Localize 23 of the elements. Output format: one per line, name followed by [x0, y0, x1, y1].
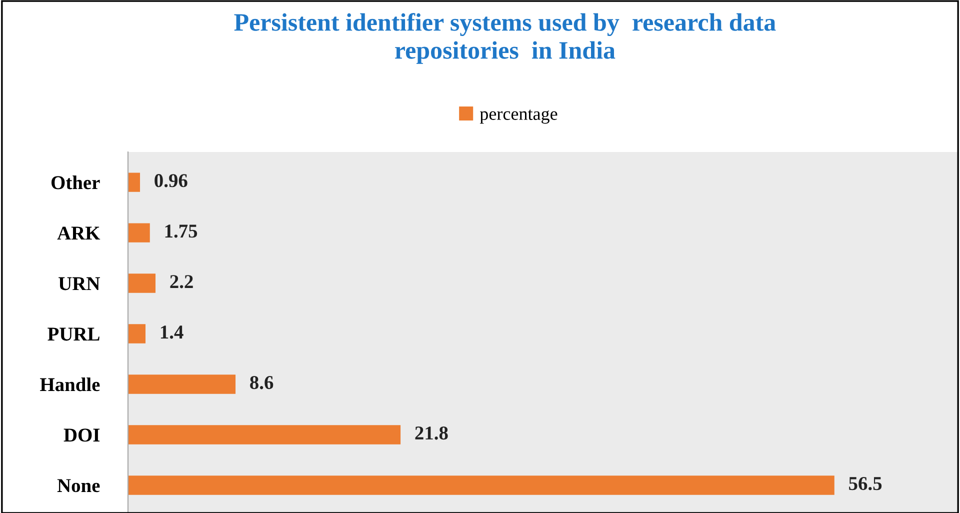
bar — [128, 223, 150, 242]
data-label: 1.4 — [160, 326, 184, 339]
y-tick-label: Other — [52, 176, 100, 190]
bar — [128, 425, 401, 444]
data-label: 56.5 — [849, 477, 882, 490]
data-label: 0.96 — [154, 174, 188, 188]
data-label: 2.2 — [170, 275, 193, 288]
y-tick-label: DOI — [64, 428, 100, 442]
bar — [128, 374, 236, 394]
bar — [128, 172, 140, 192]
legend-label: percentage — [480, 110, 558, 124]
bar — [128, 324, 146, 344]
chart-title: Persistent identifier systems used by research data repositories in India — [234, 13, 776, 64]
y-tick-label: PURL — [48, 328, 100, 341]
y-tick-label: Handle — [40, 378, 100, 392]
data-label: 1.75 — [165, 224, 198, 238]
data-label: 21.8 — [415, 426, 448, 440]
y-tick-label: ARK — [57, 226, 100, 240]
y-tick-label: None — [57, 479, 100, 492]
y-tick-label: URN — [58, 277, 100, 290]
bar — [128, 274, 156, 293]
data-label: 8.6 — [250, 376, 274, 390]
bar — [128, 476, 834, 495]
